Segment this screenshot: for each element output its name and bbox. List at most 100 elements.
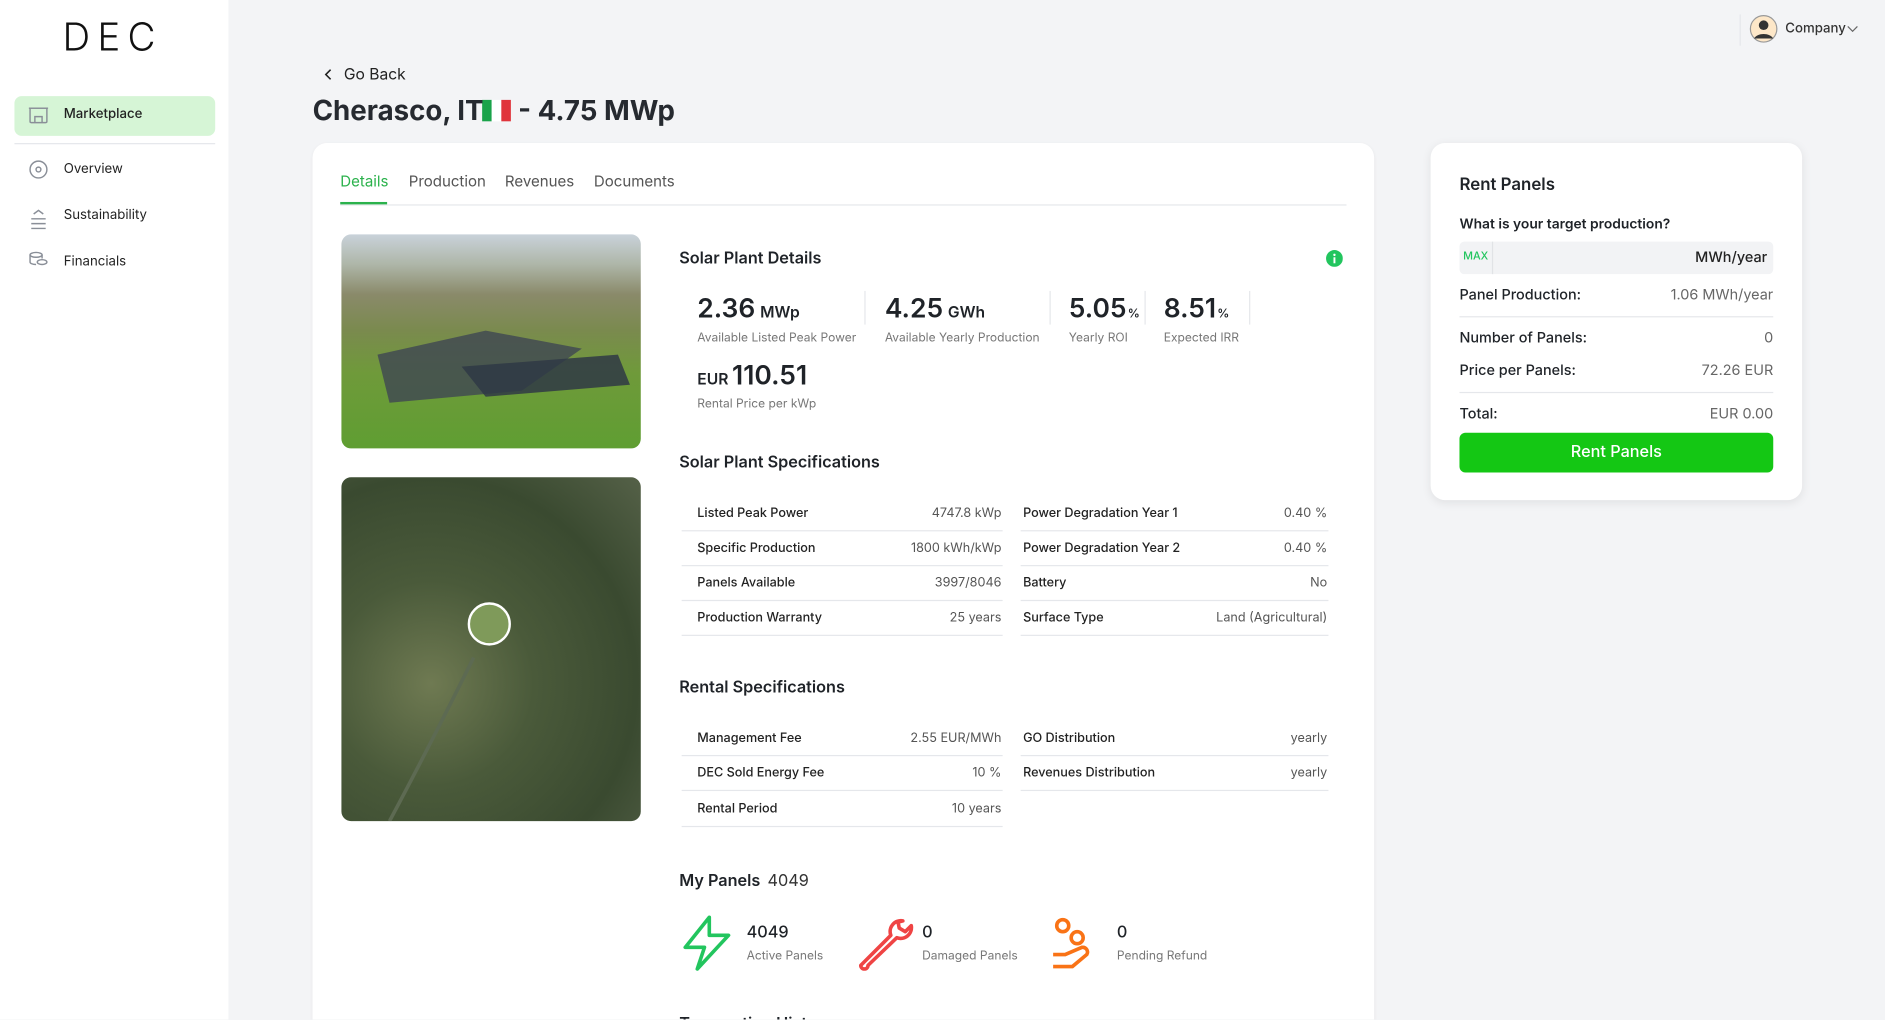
- metric-number: 8.51: [1163, 293, 1217, 325]
- nav-item[interactable]: Financials: [63, 252, 127, 270]
- rent-row-label: Price per Panels:: [1459, 360, 1576, 379]
- avatar[interactable]: [1749, 14, 1778, 43]
- tab-underline: [340, 201, 388, 205]
- panel-stat-label: Pending Refund: [1116, 948, 1208, 963]
- tab[interactable]: Documents: [593, 173, 675, 192]
- rent-row-value: 0: [1764, 327, 1774, 346]
- tab[interactable]: Production: [408, 173, 486, 192]
- metric-unit: %: [1217, 306, 1230, 321]
- spec-value: yearly: [1290, 730, 1328, 746]
- my-panels-title: My Panels: [679, 871, 761, 891]
- metric-separator: [1049, 290, 1051, 325]
- spec-value: 4747.8 kWp: [931, 505, 1002, 522]
- spec-label: Production Warranty: [697, 610, 822, 626]
- rental-value: 110.51: [732, 360, 808, 392]
- spec-value: yearly: [1290, 765, 1328, 781]
- metric-label: Rental Price per kWp: [697, 396, 817, 411]
- chevron-down: [1847, 26, 1858, 33]
- sidebar: [0, 0, 229, 1020]
- rent-row-line: [1459, 391, 1774, 394]
- spec-label: Listed Peak Power: [697, 505, 809, 522]
- spec-row-line: [681, 565, 1003, 567]
- metric-label: Expected IRR: [1163, 330, 1240, 345]
- spec-label: Panels Available: [697, 575, 796, 591]
- spec-value: 1800 kWh/kWp: [910, 540, 1002, 556]
- spec-label: Specific Production: [697, 540, 816, 556]
- panel-stat-value: 0: [922, 922, 933, 943]
- spec-row-line: [681, 825, 1003, 828]
- input-unit: MWh/year: [1695, 247, 1768, 266]
- nav-item[interactable]: Overview: [63, 160, 123, 177]
- metric-value: 2.36 MWp: [697, 291, 799, 331]
- panel-stat-value: 0: [1116, 922, 1128, 943]
- tab[interactable]: Details: [340, 173, 389, 192]
- target-input[interactable]: [1459, 241, 1774, 275]
- spec-value: 0.40 %: [1283, 540, 1328, 556]
- rent-button-bg[interactable]: [1459, 432, 1774, 473]
- spec-row-line: [681, 599, 1003, 602]
- metric-separator: [864, 290, 866, 325]
- spec-label: Management Fee: [697, 730, 802, 746]
- page-title: Cherasco, IT: [312, 93, 484, 128]
- info-icon[interactable]: [1326, 250, 1343, 267]
- metric-unit: MWp: [760, 302, 800, 323]
- rent-button[interactable]: Rent Panels: [1570, 442, 1662, 462]
- input-divider: [1491, 241, 1494, 275]
- metric-value: 5.05%: [1069, 291, 1140, 332]
- back-chevron[interactable]: [322, 67, 334, 81]
- spec-row-line: [1020, 754, 1329, 757]
- panel-stat-value: 4049: [746, 922, 789, 943]
- spec-label: Revenues Distribution: [1023, 765, 1156, 781]
- metric-number: 5.05: [1068, 293, 1127, 325]
- spec-value: 10 %: [972, 765, 1002, 781]
- nav-active-bg: [14, 96, 216, 136]
- metric-value: 4.25 GWh: [885, 291, 985, 331]
- company-divider: [1739, 14, 1741, 46]
- nav-item[interactable]: Marketplace: [63, 104, 143, 122]
- metric-number: 2.36: [697, 293, 756, 325]
- spec-row-line: [1020, 789, 1329, 792]
- panel-icons: [683, 915, 1090, 971]
- nav-icons: [28, 107, 49, 266]
- map-image: [341, 477, 641, 822]
- tab[interactable]: Revenues: [504, 173, 575, 192]
- rent-row-value: EUR 0.00: [1709, 403, 1774, 422]
- spec-label: Rental Period: [697, 801, 778, 817]
- rent-row-label: Number of Panels:: [1459, 327, 1588, 346]
- spec-row-line: [1020, 634, 1329, 636]
- metric-unit: GWh: [947, 302, 986, 323]
- input-prefix: MAX: [1463, 250, 1489, 264]
- section-title: Transaction History: [679, 1014, 833, 1019]
- my-panels-heading: My Panels 4049: [679, 870, 809, 892]
- spec-row-line: [1020, 530, 1329, 532]
- panel-stat-label: Active Panels: [746, 948, 824, 963]
- spec-label: DEC Sold Energy Fee: [697, 765, 825, 781]
- rental-currency: EUR: [697, 370, 729, 390]
- rent-question: What is your target production?: [1459, 215, 1671, 232]
- rent-row-label: Panel Production:: [1459, 284, 1582, 303]
- rent-title: Rent Panels: [1459, 174, 1555, 196]
- rent-row-line: [1459, 316, 1774, 318]
- spec-row-line: [1020, 599, 1329, 602]
- spec-value: Land (Agricultural): [1216, 610, 1328, 626]
- account-name[interactable]: Company: [1785, 19, 1846, 37]
- go-back[interactable]: Go Back: [343, 64, 406, 85]
- spec-label: Battery: [1023, 575, 1067, 591]
- italy-flag: [482, 99, 511, 122]
- spec-row-line: [681, 634, 1003, 636]
- spec-value: 25 years: [949, 610, 1002, 626]
- spec-label: Power Degradation Year 1: [1023, 505, 1178, 522]
- plant-photo: [341, 234, 641, 449]
- spec-value: 2.55 EUR/MWh: [910, 730, 1002, 746]
- nav-item[interactable]: Sustainability: [63, 205, 147, 223]
- spec-row-line: [681, 789, 1003, 792]
- metric-label: Yearly ROI: [1068, 330, 1128, 345]
- rent-row-label: Total:: [1459, 403, 1498, 422]
- metric-label: Available Listed Peak Power: [697, 330, 857, 345]
- metric-unit: %: [1127, 306, 1140, 321]
- metric-number: 4.25: [884, 293, 944, 325]
- spec-row-line: [681, 530, 1003, 532]
- spec-label: Surface Type: [1023, 610, 1104, 626]
